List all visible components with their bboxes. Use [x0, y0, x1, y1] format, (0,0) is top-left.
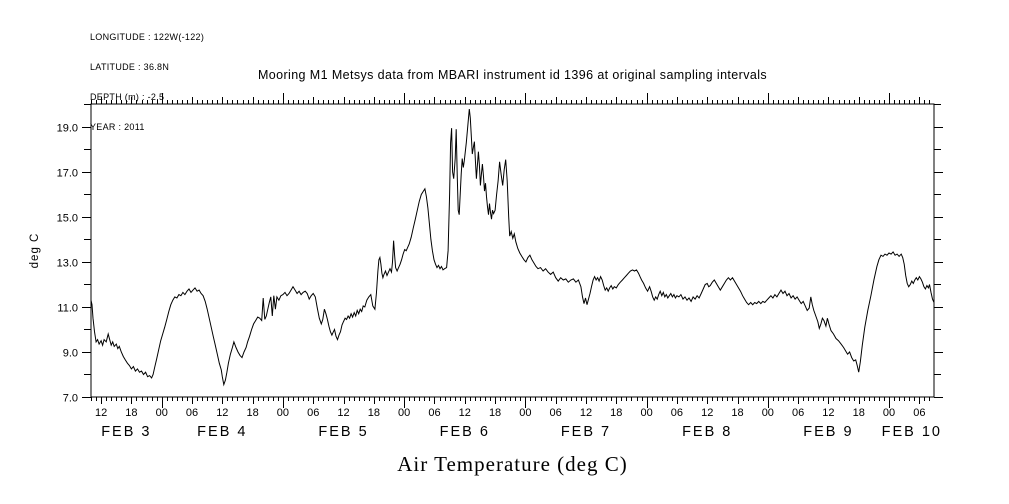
x-hour-label: 00 [883, 407, 895, 419]
x-hour-label: 18 [368, 407, 380, 419]
y-axis-label: deg C [29, 233, 41, 269]
x-hour-label: 00 [398, 407, 410, 419]
y-tick-label: 7.0 [63, 393, 78, 405]
x-date-label: FEB 7 [561, 424, 611, 440]
x-hour-label: 00 [277, 407, 289, 419]
y-tick-label: 19.0 [57, 123, 78, 135]
x-hour-label: 06 [671, 407, 683, 419]
x-hour-label: 00 [519, 407, 531, 419]
x-date-label: FEB 4 [197, 424, 247, 440]
metadata-year: YEAR : 2011 [90, 122, 145, 132]
x-hour-label: 12 [580, 407, 592, 419]
x-hour-label: 12 [337, 407, 349, 419]
x-hour-label: 00 [762, 407, 774, 419]
x-hour-label: 18 [853, 407, 865, 419]
x-axis-title: Air Temperature (deg C) [397, 452, 628, 476]
x-date-label: FEB 5 [318, 424, 368, 440]
x-hour-label: 18 [125, 407, 137, 419]
x-hour-label: 06 [307, 407, 319, 419]
plot-frame [90, 103, 935, 398]
x-hour-label: 18 [610, 407, 622, 419]
x-date-label: FEB 6 [440, 424, 490, 440]
x-hour-label: 06 [428, 407, 440, 419]
temperature-line [90, 108, 935, 387]
x-hour-label: 06 [186, 407, 198, 419]
x-date-label: FEB 3 [101, 424, 151, 440]
y-tick-label: 9.0 [63, 348, 78, 360]
x-hour-label: 06 [792, 407, 804, 419]
x-date-label: FEB 8 [682, 424, 732, 440]
x-hour-label: 18 [489, 407, 501, 419]
x-hour-label: 12 [95, 407, 107, 419]
x-hour-label: 06 [550, 407, 562, 419]
x-hour-label: 00 [156, 407, 168, 419]
x-hour-label: 18 [731, 407, 743, 419]
y-tick-label: 17.0 [57, 168, 78, 180]
x-hour-label: 12 [822, 407, 834, 419]
x-date-label: FEB 9 [803, 424, 853, 440]
x-hour-label: 12 [216, 407, 228, 419]
x-hour-label: 00 [640, 407, 652, 419]
x-hour-label: 12 [459, 407, 471, 419]
x-hour-label: 12 [701, 407, 713, 419]
x-hour-label: 18 [247, 407, 259, 419]
chart-title: Mooring M1 Metsys data from MBARI instru… [257, 68, 768, 82]
y-tick-label: 13.0 [57, 258, 78, 270]
x-date-label: FEB 10 [882, 424, 942, 440]
y-tick-label: 11.0 [57, 303, 78, 315]
x-hour-label: 06 [913, 407, 925, 419]
metadata-longitude: LONGITUDE : 122W(-122) [90, 32, 205, 42]
y-tick-label: 15.0 [57, 213, 78, 225]
metadata-latitude: LATITUDE : 36.8N [90, 62, 170, 72]
